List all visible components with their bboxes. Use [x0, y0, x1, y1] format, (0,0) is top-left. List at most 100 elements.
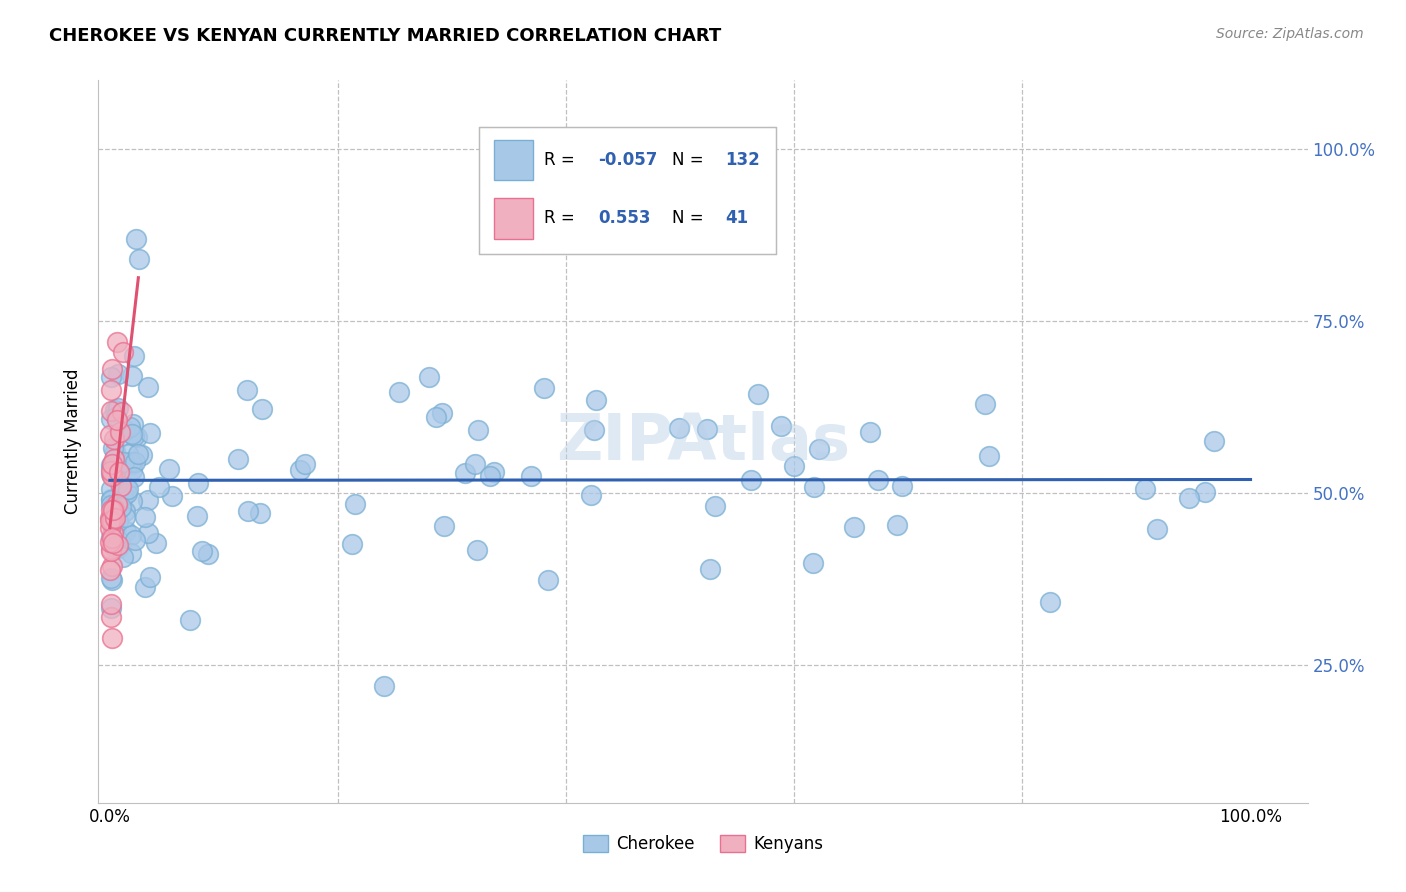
Point — [101, 526, 124, 541]
Point — [128, 252, 150, 267]
Point — [100, 498, 122, 512]
Point — [121, 368, 143, 383]
Point — [520, 469, 543, 483]
Point — [100, 535, 122, 549]
Point — [103, 521, 125, 535]
Point — [139, 569, 162, 583]
Text: CHEROKEE VS KENYAN CURRENTLY MARRIED CORRELATION CHART: CHEROKEE VS KENYAN CURRENTLY MARRIED COR… — [49, 27, 721, 45]
Point — [105, 466, 128, 480]
Point — [114, 504, 136, 518]
Point — [100, 412, 122, 426]
Point — [807, 442, 830, 457]
Point — [236, 383, 259, 397]
Point — [125, 430, 148, 444]
Point — [100, 467, 122, 481]
Point — [430, 407, 453, 421]
Point — [105, 522, 128, 536]
Point — [582, 423, 605, 437]
Point — [668, 421, 690, 435]
Point — [117, 483, 139, 497]
Point — [120, 419, 142, 434]
Point — [98, 511, 121, 525]
Point — [145, 535, 167, 549]
Point — [585, 392, 607, 407]
Point — [101, 467, 124, 482]
Point — [100, 482, 122, 496]
Point — [454, 467, 477, 481]
Point — [974, 397, 997, 411]
Point — [115, 480, 138, 494]
Point — [103, 525, 125, 540]
Point — [103, 501, 125, 516]
Point — [103, 452, 125, 467]
Point — [157, 461, 180, 475]
Point — [107, 514, 129, 528]
Point — [104, 444, 127, 458]
Point — [100, 383, 122, 397]
Point — [101, 524, 124, 539]
Point — [696, 422, 718, 436]
Point — [120, 546, 142, 560]
Point — [226, 452, 249, 467]
Point — [294, 457, 316, 471]
Point — [112, 549, 135, 564]
Point — [1039, 595, 1062, 609]
Point — [100, 571, 122, 585]
Point — [112, 345, 135, 359]
Point — [101, 631, 124, 645]
Point — [148, 480, 170, 494]
Point — [162, 489, 184, 503]
Point — [467, 423, 489, 437]
Point — [121, 463, 143, 477]
Point — [98, 514, 121, 528]
Point — [101, 514, 124, 528]
Point — [1194, 485, 1216, 500]
Point — [108, 534, 131, 549]
Point — [121, 426, 143, 441]
Point — [783, 458, 806, 473]
Point — [105, 471, 128, 485]
Point — [104, 409, 127, 424]
Point — [100, 461, 122, 475]
Point — [103, 500, 125, 514]
Point — [100, 530, 122, 544]
Point — [891, 479, 914, 493]
Point — [187, 476, 209, 491]
Point — [464, 458, 486, 472]
Point — [803, 481, 825, 495]
Point — [704, 499, 727, 513]
Point — [197, 547, 219, 561]
Point — [844, 519, 866, 533]
Point — [101, 441, 124, 455]
Point — [103, 540, 125, 554]
Point — [103, 510, 125, 524]
Point — [114, 423, 136, 437]
Point — [124, 533, 146, 547]
Point — [101, 362, 124, 376]
Point — [127, 447, 149, 461]
Point — [108, 429, 131, 443]
Point — [107, 541, 129, 555]
Point — [699, 562, 721, 576]
Text: Source: ZipAtlas.com: Source: ZipAtlas.com — [1216, 27, 1364, 41]
Point — [110, 478, 132, 492]
Point — [120, 528, 142, 542]
Point — [107, 497, 129, 511]
Point — [131, 449, 153, 463]
Point — [103, 503, 125, 517]
Point — [139, 426, 162, 441]
Point — [1133, 482, 1156, 496]
Point — [114, 509, 136, 524]
Point — [104, 403, 127, 417]
Point — [122, 349, 145, 363]
Point — [433, 518, 456, 533]
Legend: Cherokee, Kenyans: Cherokee, Kenyans — [576, 828, 830, 860]
Text: ZIPAtlas: ZIPAtlas — [555, 410, 851, 473]
Point — [100, 428, 122, 442]
Point — [100, 464, 122, 478]
Point — [250, 401, 273, 416]
Point — [105, 334, 128, 349]
Point — [98, 520, 121, 534]
Point — [868, 473, 890, 487]
Point — [103, 433, 125, 447]
